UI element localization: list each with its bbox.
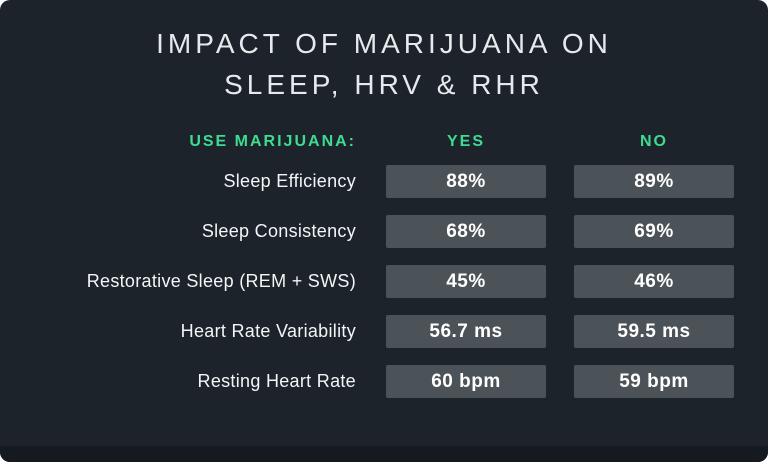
page-title: IMPACT OF MARIJUANA ON SLEEP, HRV & RHR <box>0 24 768 105</box>
header-use-marijuana: USE MARIJUANA: <box>189 133 356 151</box>
value-box-no: 69% <box>574 215 734 249</box>
table-row: Restorative Sleep (REM + SWS) 45% 46% <box>0 265 768 299</box>
comparison-table: USE MARIJUANA: YES NO Sleep Efficiency 8… <box>0 133 768 399</box>
row-label: Sleep Efficiency <box>223 171 356 192</box>
row-label: Heart Rate Variability <box>180 321 356 342</box>
table-row: Sleep Consistency 68% 69% <box>0 215 768 249</box>
table-row: Heart Rate Variability 56.7 ms 59.5 ms <box>0 315 768 349</box>
row-label: Sleep Consistency <box>201 221 356 242</box>
value-box-yes: 60 bpm <box>386 365 546 399</box>
footer-bar <box>0 446 768 462</box>
title-line-1: IMPACT OF MARIJUANA ON <box>156 28 612 59</box>
value-box-no: 59.5 ms <box>574 315 734 349</box>
table-row: Resting Heart Rate 60 bpm 59 bpm <box>0 365 768 399</box>
row-label: Restorative Sleep (REM + SWS) <box>86 271 356 292</box>
column-header-no: NO <box>640 133 668 151</box>
row-label: Resting Heart Rate <box>197 371 356 392</box>
value-box-yes: 56.7 ms <box>386 315 546 349</box>
value-box-no: 59 bpm <box>574 365 734 399</box>
value-box-yes: 88% <box>386 165 546 199</box>
value-box-no: 89% <box>574 165 734 199</box>
table-header-row: USE MARIJUANA: YES NO <box>0 133 768 151</box>
column-header-yes: YES <box>446 133 485 151</box>
table-row: Sleep Efficiency 88% 89% <box>0 165 768 199</box>
value-box-yes: 45% <box>386 265 546 299</box>
value-box-yes: 68% <box>386 215 546 249</box>
title-line-2: SLEEP, HRV & RHR <box>224 68 544 100</box>
value-box-no: 46% <box>574 265 734 299</box>
